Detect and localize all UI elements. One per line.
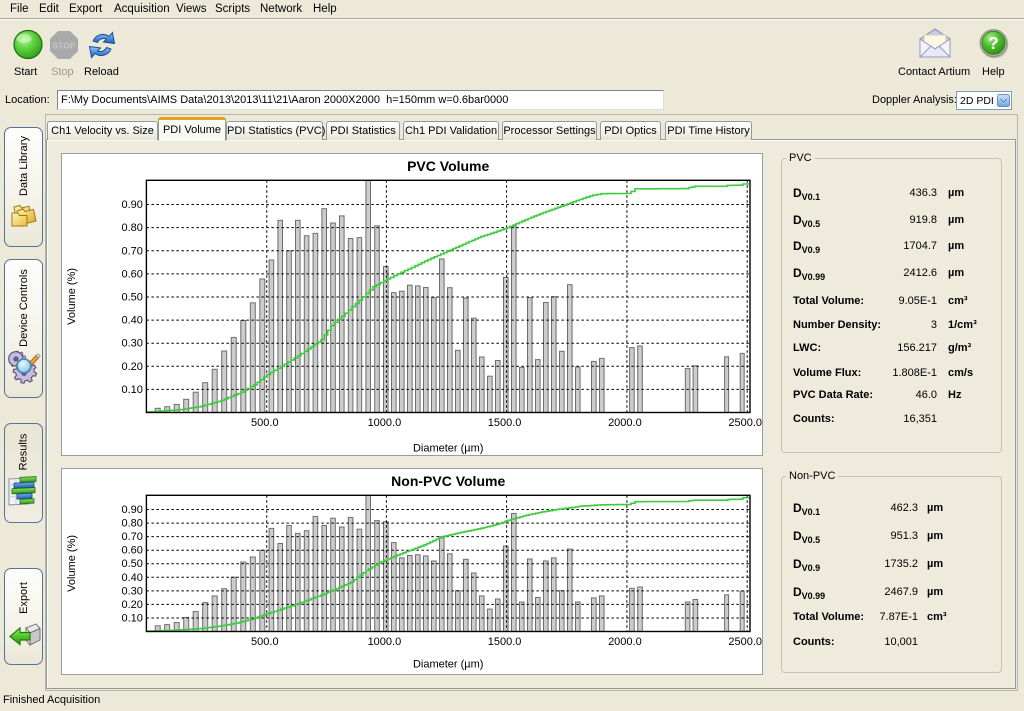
svg-text:0.50: 0.50	[121, 292, 142, 304]
svg-text:500.0: 500.0	[251, 636, 279, 648]
svg-text:1000.0: 1000.0	[368, 417, 402, 429]
svg-text:2000.0: 2000.0	[608, 417, 642, 429]
svg-text:0.90: 0.90	[121, 504, 142, 516]
svg-text:Diameter (µm): Diameter (µm)	[413, 659, 484, 671]
svg-text:0.20: 0.20	[121, 599, 142, 611]
svg-text:2500.0: 2500.0	[728, 417, 762, 429]
svg-text:500.0: 500.0	[251, 417, 279, 429]
svg-text:PVC Volume: PVC Volume	[407, 158, 489, 174]
svg-text:2500.0: 2500.0	[728, 636, 762, 648]
svg-text:0.30: 0.30	[121, 338, 142, 350]
svg-text:0.20: 0.20	[121, 361, 142, 373]
svg-text:1500.0: 1500.0	[488, 636, 522, 648]
svg-text:1000.0: 1000.0	[368, 636, 402, 648]
svg-text:0.10: 0.10	[121, 384, 142, 396]
svg-text:0.80: 0.80	[121, 222, 142, 234]
svg-text:0.80: 0.80	[121, 518, 142, 530]
svg-text:0.40: 0.40	[121, 572, 142, 584]
svg-text:Non-PVC Volume: Non-PVC Volume	[391, 473, 505, 489]
svg-text:1500.0: 1500.0	[488, 417, 522, 429]
svg-text:Volume (%): Volume (%)	[66, 535, 78, 592]
svg-text:0.10: 0.10	[121, 612, 142, 624]
svg-text:0.40: 0.40	[121, 315, 142, 327]
svg-text:Volume (%): Volume (%)	[66, 268, 78, 325]
svg-text:0.60: 0.60	[121, 545, 142, 557]
svg-text:0.70: 0.70	[121, 245, 142, 257]
svg-text:0.60: 0.60	[121, 268, 142, 280]
svg-text:Diameter (µm): Diameter (µm)	[413, 443, 484, 455]
svg-text:0.30: 0.30	[121, 585, 142, 597]
svg-text:?: ?	[988, 33, 999, 53]
svg-text:0.70: 0.70	[121, 531, 142, 543]
svg-text:STOP: STOP	[53, 41, 76, 51]
svg-text:0.90: 0.90	[121, 199, 142, 211]
svg-text:2000.0: 2000.0	[608, 636, 642, 648]
svg-text:0.50: 0.50	[121, 558, 142, 570]
